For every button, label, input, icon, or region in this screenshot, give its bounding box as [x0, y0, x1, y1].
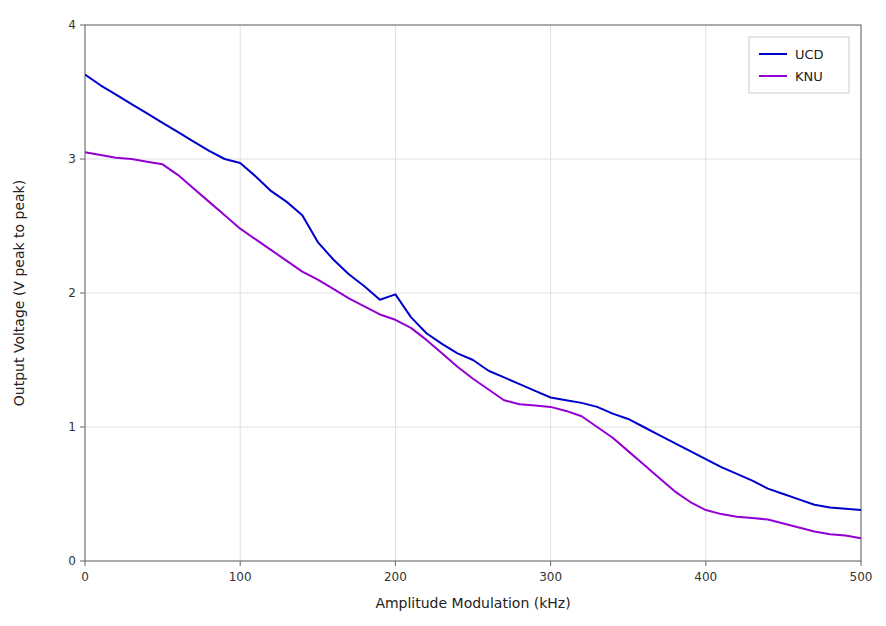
x-tick — [395, 561, 396, 566]
y-axis-label: Output Voltage (V peak to peak) — [11, 180, 27, 406]
x-tick — [85, 561, 86, 566]
x-tick-label: 400 — [694, 570, 717, 584]
chart: 0 100 200 300 400 500 0 1 2 3 4 Amplitude Modulatio… — [0, 0, 886, 626]
legend-swatch — [759, 75, 787, 77]
grid — [85, 25, 861, 561]
y-tick-label: 1 — [68, 420, 76, 434]
x-tick — [705, 561, 706, 566]
x-tick — [240, 561, 241, 566]
x-axis-label: Amplitude Modulation (kHz) — [375, 595, 570, 611]
y-tick — [80, 293, 85, 294]
y-tick-label: 3 — [68, 152, 76, 166]
series-line — [85, 75, 861, 511]
x-tick-label: 300 — [539, 570, 562, 584]
y-grid-line — [85, 159, 861, 160]
y-tick — [80, 25, 85, 26]
x-tick-label: 200 — [384, 570, 407, 584]
legend-label: UCD — [795, 47, 824, 62]
axes: 0 100 200 300 400 500 0 1 2 3 4 — [68, 18, 872, 584]
y-tick-label: 2 — [68, 286, 76, 300]
legend-label: KNU — [795, 69, 823, 84]
legend: UCD KNU — [749, 37, 849, 93]
y-tick — [80, 159, 85, 160]
y-grid-line — [85, 427, 861, 428]
background — [0, 0, 886, 626]
legend-swatch — [759, 53, 787, 55]
x-tick-label: 500 — [850, 570, 873, 584]
legend-box — [749, 37, 849, 93]
y-tick — [80, 427, 85, 428]
y-tick-label: 0 — [68, 554, 76, 568]
plot-frame — [85, 25, 861, 561]
series-group — [85, 75, 861, 539]
x-tick — [861, 561, 862, 566]
y-grid-line — [85, 293, 861, 294]
y-tick — [80, 561, 85, 562]
x-tick-label: 100 — [229, 570, 252, 584]
x-tick — [550, 561, 551, 566]
series-line — [85, 152, 861, 538]
x-tick-label: 0 — [81, 570, 89, 584]
y-tick-label: 4 — [68, 18, 76, 32]
